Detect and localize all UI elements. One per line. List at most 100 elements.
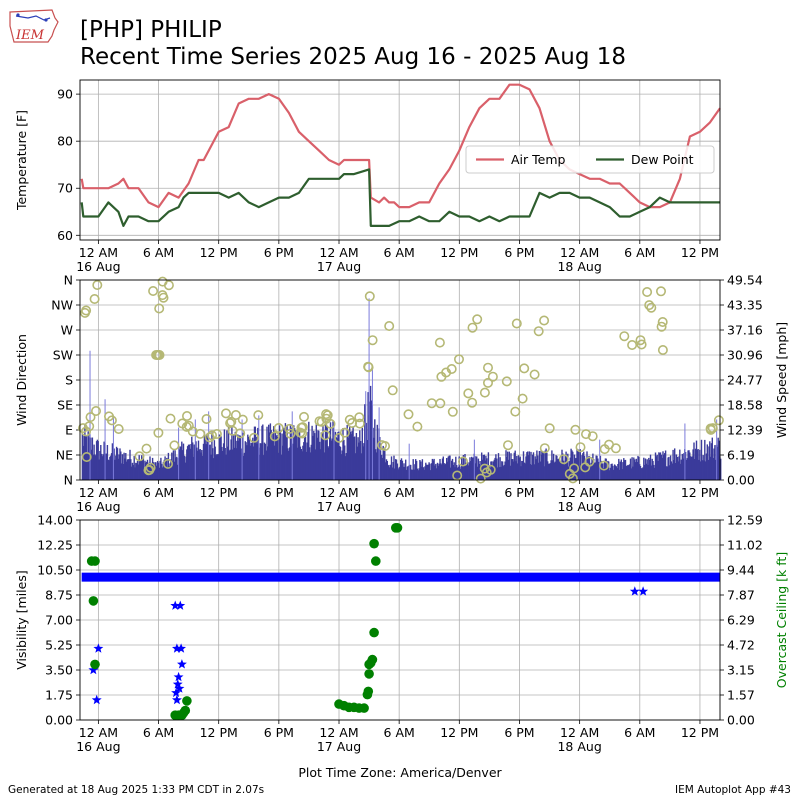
wind-speed-bar	[242, 455, 245, 480]
wind-speed-bar	[698, 459, 700, 480]
wind-speed-bar	[515, 461, 517, 480]
wind-speed-bar	[184, 462, 186, 480]
wind-speed-bar	[222, 451, 224, 480]
wind-direction-point	[182, 410, 193, 421]
wind-speed-bar	[162, 461, 165, 480]
wind-speed-bar	[193, 444, 195, 480]
wind-speed-bar	[385, 459, 388, 480]
wind-speed-bar	[303, 437, 306, 480]
wind-speed-bar	[593, 459, 595, 480]
wind-speed-bar	[138, 455, 140, 480]
y-tick-label: 12.25	[37, 538, 73, 553]
wind-direction-point	[656, 321, 667, 332]
wind-speed-bar	[85, 435, 87, 480]
wind-speed-bar	[708, 446, 710, 480]
wind-speed-bar	[147, 465, 150, 480]
wind-speed-bar	[196, 447, 198, 480]
wind-speed-bar	[552, 453, 555, 480]
wind-speed-bar	[181, 450, 184, 480]
wind-speed-bar	[198, 449, 200, 480]
wind-speed-bar	[386, 461, 388, 480]
wind-speed-bar	[391, 467, 393, 480]
wind-speed-bar	[258, 454, 261, 480]
wind-speed-bar	[301, 451, 303, 480]
wind-speed-bar	[214, 446, 216, 480]
wind-direction-point	[467, 397, 478, 408]
wind-speed-bar	[597, 458, 599, 480]
wind-speed-bar	[506, 457, 508, 480]
wind-speed-bar	[397, 469, 399, 480]
wind-speed-bar	[517, 455, 520, 480]
x-tick-label: 6 AM	[624, 245, 655, 260]
wind-speed-bar	[474, 456, 476, 480]
plot-frame	[79, 279, 721, 481]
wind-speed-bar	[584, 461, 586, 480]
wind-speed-bar	[362, 446, 364, 480]
wind-speed-bar	[137, 464, 140, 480]
wind-speed-bar	[167, 452, 170, 480]
wind-speed-bar	[498, 467, 500, 480]
wind-speed-bar	[237, 440, 240, 480]
wind-speed-bar	[344, 456, 347, 480]
dew-point-line	[80, 168, 720, 227]
y-right-tick-label: 12.39	[727, 423, 763, 438]
wind-speed-bar	[399, 466, 401, 480]
wind-speed-bar	[281, 433, 283, 480]
wind-speed-bar	[704, 439, 706, 480]
x-tick-label: 6 PM	[504, 245, 534, 260]
wind-speed-bar	[483, 454, 485, 480]
wind-speed-bar	[694, 459, 696, 480]
wind-speed-bar	[442, 456, 444, 480]
wind-speed-bar	[204, 439, 206, 480]
wind-speed-bar	[438, 463, 440, 480]
wind-speed-bar	[710, 456, 712, 480]
ceiling-point	[90, 556, 100, 566]
wind-speed-bar	[218, 434, 221, 480]
wind-speed-bar	[547, 461, 549, 480]
wind-speed-bar	[312, 435, 314, 480]
wind-speed-bar	[325, 426, 327, 480]
wind-speed-bar	[658, 452, 660, 480]
visibility-point	[174, 683, 185, 693]
y-tick-label: N	[64, 473, 73, 488]
wind-direction-point	[657, 344, 668, 355]
wind-speed-bar	[366, 440, 368, 480]
wind-direction-point	[447, 406, 458, 417]
wind-direction-point	[295, 427, 306, 438]
wind-speed-bar	[467, 465, 470, 480]
wind-speed-bar	[596, 455, 598, 480]
wind-speed-bar	[343, 439, 345, 480]
wind-speed-bar	[217, 454, 220, 480]
wind-direction-point	[273, 422, 284, 433]
wind-speed-bar	[201, 450, 203, 480]
wind-speed-bar	[600, 460, 602, 480]
wind-speed-bar	[652, 461, 654, 480]
y-tick-label: S	[65, 373, 73, 388]
wind-speed-bar	[435, 463, 437, 480]
wind-speed-bar	[570, 448, 572, 480]
wind-speed-bar	[186, 446, 189, 480]
wind-speed-bar	[143, 468, 145, 480]
svg-text:IEM: IEM	[15, 28, 45, 43]
ceiling-point	[369, 627, 379, 638]
visibility-point	[172, 694, 182, 705]
wind-direction-point	[475, 473, 486, 484]
wind-speed-bar	[472, 457, 475, 480]
wind-speed-bar	[396, 463, 399, 480]
wind-speed-bar	[318, 430, 320, 480]
wind-speed-bar	[140, 459, 142, 480]
wind-direction-point	[153, 427, 164, 438]
wind-direction-point	[485, 464, 496, 475]
wind-speed-bar	[351, 430, 353, 480]
y-tick-label: 90	[57, 87, 73, 102]
y-tick-label: NE	[56, 448, 73, 463]
y-tick-label: 1.75	[45, 688, 73, 703]
wind-speed-bar	[245, 442, 247, 480]
wind-speed-bar	[134, 467, 136, 480]
wind-speed-bar	[191, 436, 193, 480]
wind-direction-point	[249, 432, 260, 443]
wind-speed-bar	[336, 438, 338, 480]
wind-speed-bar	[283, 430, 286, 480]
wind-speed-bar	[114, 459, 116, 480]
wind-speed-bar	[83, 435, 85, 480]
